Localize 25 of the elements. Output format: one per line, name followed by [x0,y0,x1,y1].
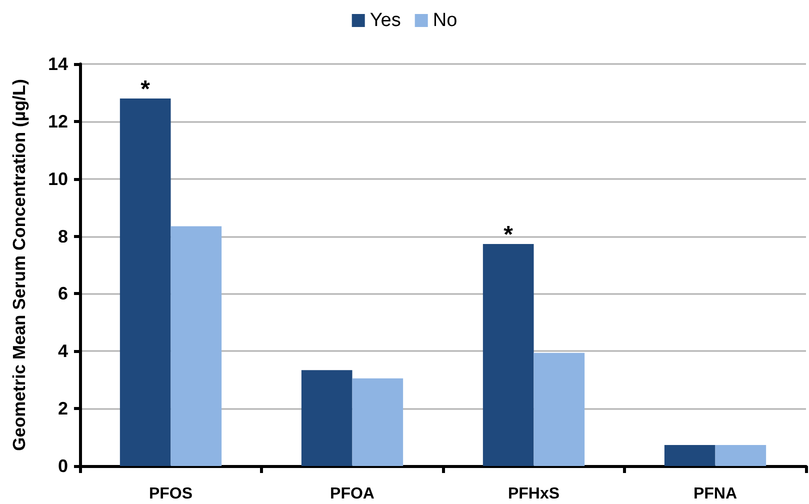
x-tick-label: PFOA [330,486,375,502]
x-tick-label: PFHxS [508,486,560,502]
annotation: * [140,76,151,103]
y-tick-label: 8 [58,226,68,246]
bar [120,98,171,466]
bar [301,370,352,466]
y-axis-title: Geometric Mean Serum Concentration (µg/L) [9,79,29,451]
bar [482,244,534,466]
y-tick-label: 12 [48,111,68,132]
bar [170,226,222,466]
x-tick-label: PFNA [693,486,738,502]
annotation: * [504,222,514,249]
y-tick-label: 14 [48,54,68,74]
y-tick-label: 2 [58,398,68,419]
bar [715,445,766,466]
y-tick-label: 0 [58,456,68,476]
bar [534,352,585,466]
y-tick-label: 4 [58,341,68,362]
legend-label: Yes [370,10,401,31]
bar [664,445,716,466]
bar [352,378,404,466]
y-tick-label: 6 [58,284,68,304]
y-tick-label: 10 [48,168,68,189]
legend-label: No [432,10,458,31]
x-tick-label: PFOS [148,486,193,502]
